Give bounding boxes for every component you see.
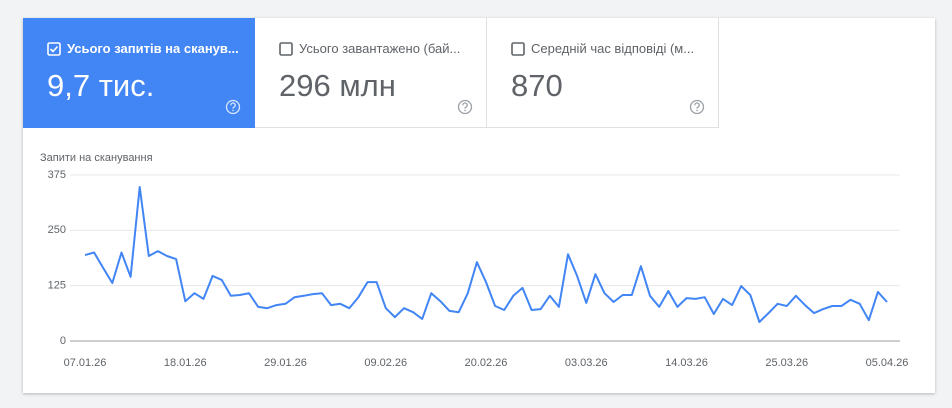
x-tick-label: 29.01.26 — [264, 357, 307, 369]
x-tick-label: 07.01.26 — [64, 357, 107, 369]
x-tick-label: 18.01.26 — [164, 357, 207, 369]
metric-tile[interactable]: Усього завантажено (бай... 296 млн — [255, 18, 487, 128]
metric-tile[interactable]: Середній час відповіді (м... 870 — [487, 18, 719, 128]
checkbox[interactable] — [279, 42, 293, 56]
help-icon[interactable] — [225, 99, 241, 115]
y-tick-label: 0 — [60, 335, 66, 347]
help-icon[interactable] — [457, 99, 473, 115]
y-tick-label: 375 — [48, 169, 66, 181]
tile-value: 9,7 тис. — [47, 68, 155, 103]
tile-label: Середній час відповіді (м... — [531, 41, 695, 56]
help-icon[interactable] — [689, 99, 705, 115]
tile-value: 870 — [511, 68, 563, 103]
metric-tile[interactable]: Усього запитів на сканув... 9,7 тис. — [23, 18, 255, 128]
checkbox[interactable] — [511, 42, 525, 56]
x-tick-label: 14.03.26 — [665, 357, 708, 369]
y-tick-label: 250 — [48, 224, 66, 236]
x-tick-label: 03.03.26 — [565, 357, 608, 369]
tile-label: Усього завантажено (бай... — [299, 41, 461, 56]
x-tick-label: 25.03.26 — [765, 357, 808, 369]
x-tick-label: 05.04.26 — [866, 357, 909, 369]
data-line — [84, 186, 888, 323]
tile-label: Усього запитів на сканув... — [67, 41, 239, 56]
x-tick-label: 09.02.26 — [364, 357, 407, 369]
y-tick-label: 125 — [48, 280, 66, 292]
tile-value: 296 млн — [279, 68, 396, 103]
card: Усього запитів на сканув... 9,7 тис. Усьог… — [23, 18, 935, 393]
y-axis-label: Запити на сканування — [40, 152, 153, 164]
x-tick-label: 20.02.26 — [465, 357, 508, 369]
checkbox[interactable] — [47, 42, 61, 56]
